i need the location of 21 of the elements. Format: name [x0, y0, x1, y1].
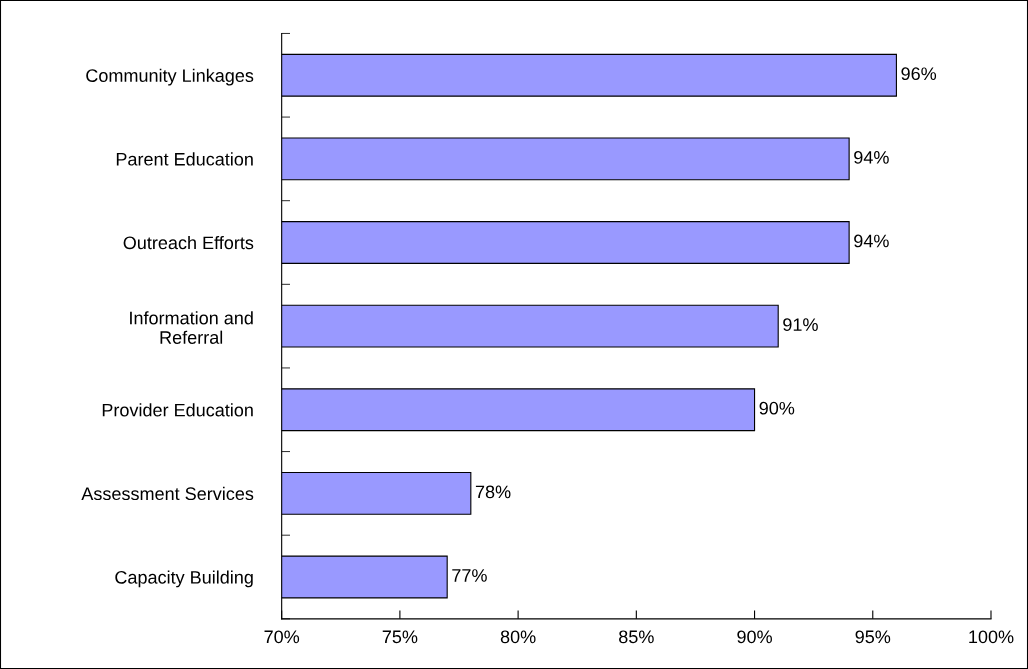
data-label: 91%	[783, 318, 818, 331]
y-tick-label: Information and Referral	[130, 311, 253, 344]
y-tick-label: Parent Education	[116, 152, 253, 166]
data-label: 90%	[759, 401, 795, 415]
x-tick-label: 90%	[737, 630, 772, 644]
x-tick-label: 80%	[500, 630, 536, 644]
y-tick-label: Community Linkages	[86, 68, 254, 86]
y-tick-label: Outreach Efforts	[123, 235, 254, 250]
data-label: 77%	[452, 569, 487, 582]
y-tick-label: Assessment Services	[81, 486, 254, 501]
data-label: 94%	[854, 234, 889, 248]
data-label: 78%	[475, 485, 511, 499]
y-tick-label: Capacity Building	[115, 570, 253, 588]
data-label: 94%	[854, 150, 889, 164]
x-tick-label: 85%	[619, 630, 654, 644]
x-tick-label: 75%	[382, 630, 418, 644]
y-tick-label: Provider Education	[102, 403, 253, 417]
x-tick-label: 95%	[855, 630, 891, 644]
data-label: 96%	[901, 67, 937, 81]
x-tick-label: 70%	[264, 630, 300, 644]
x-tick-label: 100%	[969, 630, 1014, 644]
